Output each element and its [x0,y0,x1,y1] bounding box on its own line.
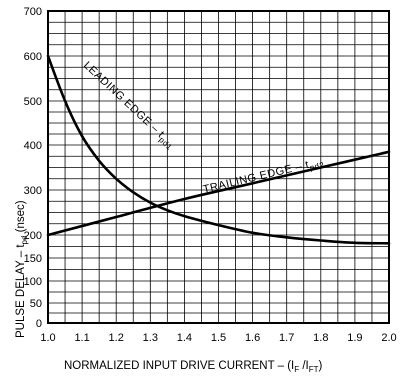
x-tick-label: 1.7 [279,332,294,344]
x-tick-label: 1.0 [40,332,55,344]
trailing-edge-label: TRAILING EDGE – tpd2 [202,155,326,197]
y-tick-label: 700 [24,6,42,18]
leading-edge-curve [46,54,391,245]
x-axis-title: NORMALIZED INPUT DRIVE CURRENT – (IF /IF… [64,360,323,374]
x-tick-label: 1.5 [211,332,226,344]
y-tick-label: 200 [24,230,42,242]
curves [46,54,391,245]
x-tick-label: 1.8 [313,332,328,344]
y-tick-label: 0 [36,318,42,330]
y-tick-labels: 0 50 100 150 200 300 400 500 600 700 [24,6,42,330]
x-tick-label: 1.6 [245,332,260,344]
y-tick-label: 300 [24,185,42,197]
x-tick-label: 2.0 [381,332,396,344]
y-tick-label: 400 [24,140,42,152]
trailing-edge-curve [46,150,391,237]
x-tick-label: 1.4 [177,332,192,344]
plot-frame [47,10,390,324]
y-tick-label: 150 [24,253,42,265]
x-tick-label: 1.1 [74,332,89,344]
leading-edge-label: LEADING EDGE – tpd1 [80,59,178,152]
x-tick-label: 1.2 [109,332,124,344]
y-tick-label: 50 [30,298,42,310]
grid-lines [48,11,389,323]
x-tick-label: 1.9 [347,332,362,344]
x-tick-label: 1.3 [143,332,158,344]
y-tick-label: 600 [24,51,42,63]
y-tick-label: 100 [24,276,42,288]
x-tick-labels: 1.0 1.1 1.2 1.3 1.4 1.5 1.6 1.7 1.8 1.9 2.0 [40,332,396,344]
y-axis-title: PULSE DELAY – tpd (nsec) [15,200,29,338]
y-tick-label: 500 [24,96,42,108]
